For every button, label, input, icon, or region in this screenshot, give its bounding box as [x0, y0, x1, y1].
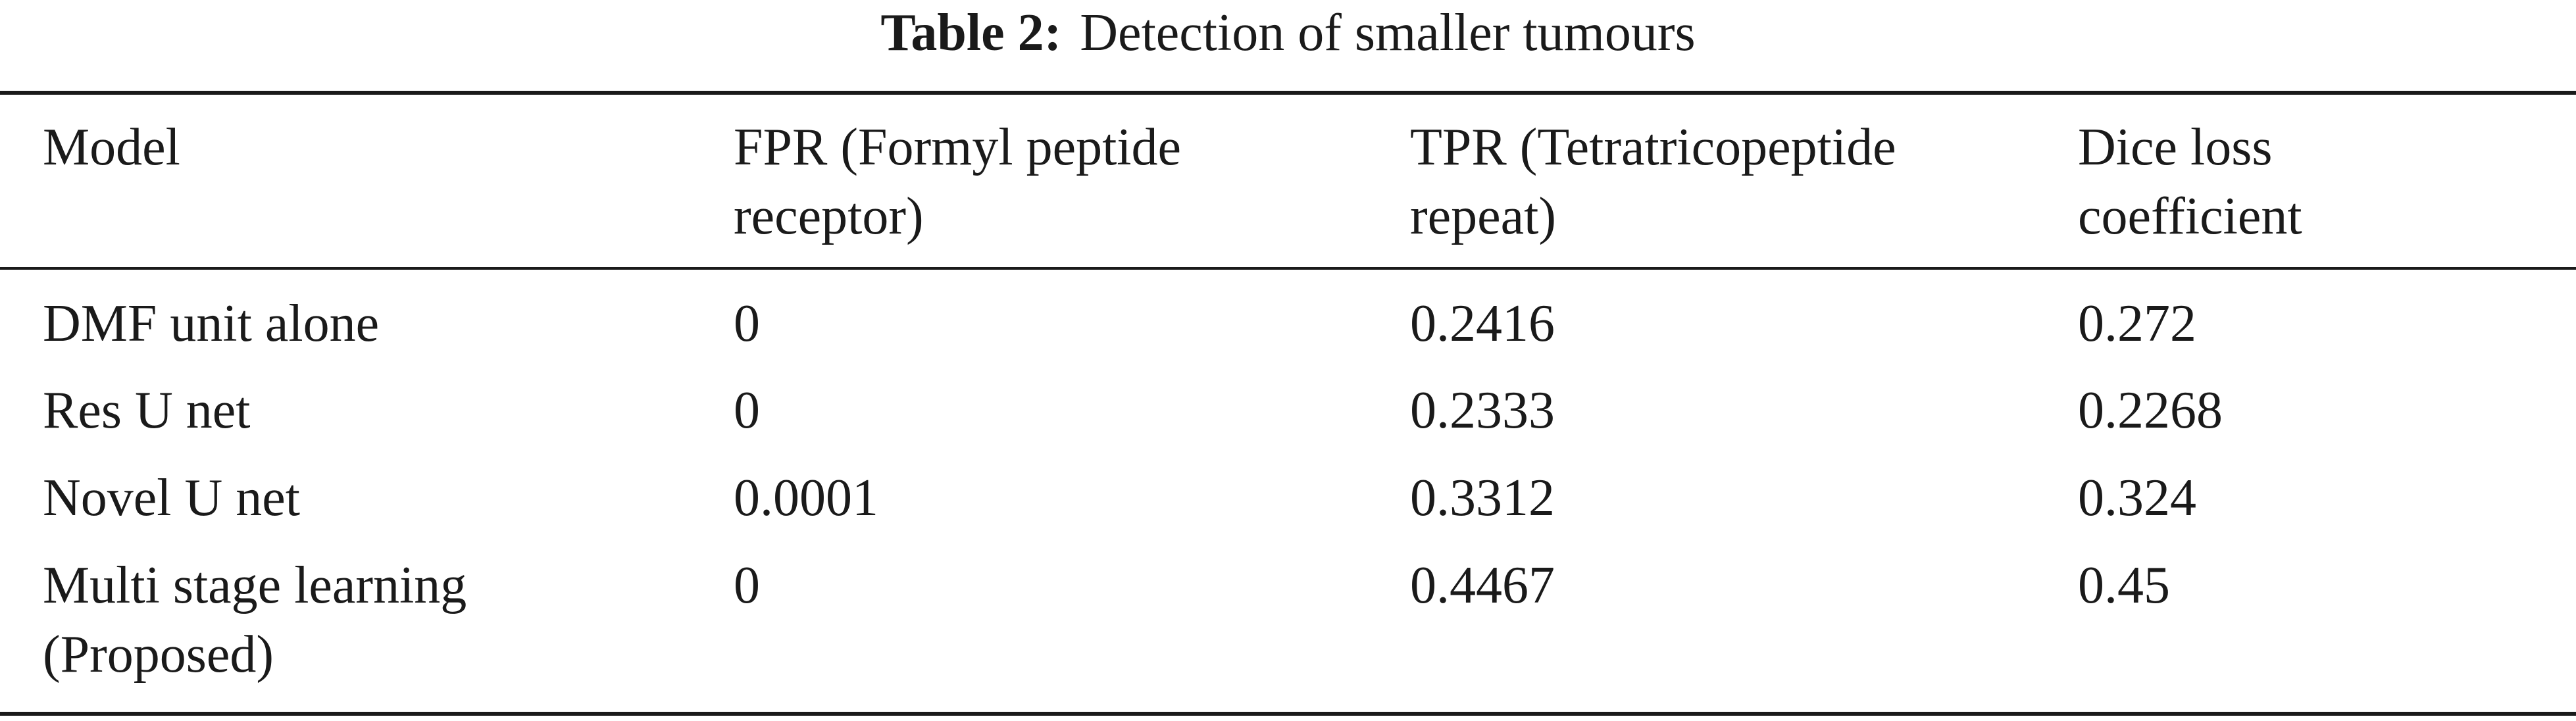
cell-model: Novel U net: [43, 469, 301, 527]
cell-dice: 0.324: [2078, 469, 2196, 527]
cell-model: DMF unit alone: [43, 295, 380, 353]
cell-dice: 0.2268: [2078, 382, 2223, 439]
table-bottom-rule: [0, 712, 2576, 716]
cell-fpr: 0: [734, 295, 760, 353]
cell-fpr: 0.0001: [734, 469, 878, 527]
table-header-rule: [0, 267, 2576, 270]
header-fpr: FPR (Formyl peptide receptor): [734, 118, 1182, 245]
cell-tpr: 0.2333: [1410, 382, 1555, 439]
cell-tpr: 0.3312: [1410, 469, 1555, 527]
table-caption-text: Detection of smaller tumours: [1080, 4, 1696, 62]
cell-dice: 0.45: [2078, 557, 2170, 614]
table-caption-label: Table 2:: [880, 4, 1062, 62]
cell-tpr: 0.2416: [1410, 295, 1555, 353]
cell-dice: 0.272: [2078, 295, 2196, 353]
cell-fpr: 0: [734, 557, 760, 614]
cell-fpr: 0: [734, 382, 760, 439]
table-top-rule: [0, 91, 2576, 95]
header-tpr: TPR (Tetratricopeptide repeat): [1410, 118, 1896, 245]
header-dice: Dice loss coefficient: [2078, 118, 2302, 245]
cell-tpr: 0.4467: [1410, 557, 1555, 614]
cell-model: Res U net: [43, 382, 251, 439]
cell-model: Multi stage learning (Proposed): [43, 557, 467, 684]
header-model: Model: [43, 118, 180, 176]
table-caption: Table 2: Detection of smaller tumours: [0, 0, 2576, 92]
